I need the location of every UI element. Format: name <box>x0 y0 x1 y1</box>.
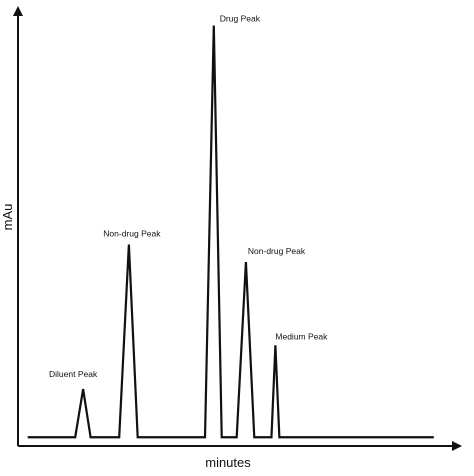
x-axis-title: minutes <box>205 455 251 470</box>
chart-axes <box>13 6 462 451</box>
chromatogram-trace <box>27 25 434 439</box>
peak-label: Non-drug Peak <box>248 246 306 256</box>
peak-label: Diluent Peak <box>49 369 98 379</box>
peak-labels: Diluent Peak Non-drug Peak Drug Peak Non-dr… <box>49 14 328 380</box>
x-axis-arrow <box>452 441 462 451</box>
y-axis-title: mAu <box>0 204 15 231</box>
peak-label: Medium Peak <box>275 331 328 341</box>
peak-label: Non-drug Peak <box>103 229 161 239</box>
y-axis-arrow <box>13 6 23 16</box>
peak-label: Drug Peak <box>220 14 261 24</box>
